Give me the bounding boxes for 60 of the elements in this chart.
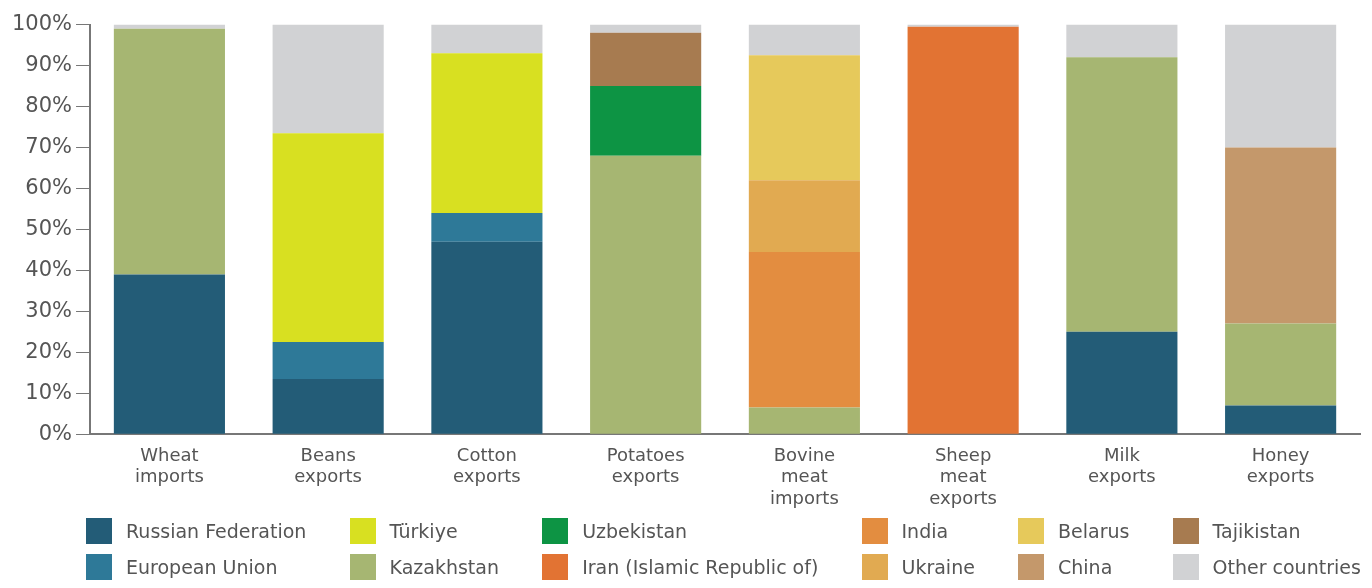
bar <box>431 213 543 242</box>
y-tick-label: 40% <box>25 256 73 281</box>
bar <box>907 24 1019 27</box>
bar <box>748 180 860 252</box>
x-tick-label: Cotton exports <box>453 443 521 487</box>
y-tick-label: 20% <box>25 338 73 363</box>
bar <box>907 26 1019 434</box>
bar <box>113 24 225 29</box>
bar <box>748 55 860 181</box>
bar <box>431 53 543 214</box>
legend-label: Belarus <box>1058 520 1130 542</box>
legend-label: European Union <box>126 556 278 578</box>
bar <box>1225 323 1337 406</box>
bar <box>590 86 702 156</box>
y-tick-label: 30% <box>25 297 73 322</box>
x-tick-label: Honey exports <box>1246 443 1315 487</box>
x-tick-label: Wheat imports <box>135 443 204 487</box>
y-tick-label: 10% <box>25 379 73 404</box>
bar <box>431 241 543 434</box>
legend-label: Russian Federation <box>126 520 307 542</box>
bar <box>748 407 860 434</box>
bar <box>113 274 225 434</box>
bar <box>1066 331 1178 434</box>
bar <box>272 342 384 379</box>
y-tick-label: 90% <box>25 52 73 77</box>
bar <box>272 378 384 434</box>
legend-label: Other countries <box>1212 556 1361 578</box>
legend-label: Tajikistan <box>1212 520 1301 542</box>
bar <box>1225 147 1337 324</box>
legend-label: Ukraine <box>901 556 975 578</box>
bar <box>272 24 384 134</box>
legend-label: Iran (Islamic Republic of) <box>582 556 819 578</box>
bar <box>113 28 225 275</box>
x-tick-label: Milk exports <box>1088 443 1156 487</box>
x-tick-label: Potatoes exports <box>606 443 685 487</box>
bar <box>431 24 543 54</box>
bar <box>1066 24 1178 58</box>
bar <box>1225 405 1337 434</box>
bar <box>590 24 702 33</box>
y-tick-label: 70% <box>25 133 73 158</box>
bar <box>590 155 702 434</box>
y-tick-label: 0% <box>38 420 73 445</box>
bar <box>748 251 860 408</box>
bar <box>590 32 702 87</box>
bar <box>1225 24 1337 148</box>
y-tick-label: 50% <box>25 215 73 240</box>
y-tick-label: 100% <box>11 11 73 36</box>
bar <box>1066 57 1178 332</box>
x-tick-label: Beans exports <box>294 443 362 487</box>
bar <box>748 24 860 56</box>
legend-label: China <box>1058 556 1113 578</box>
x-tick-label: Bovine meat imports <box>769 443 839 508</box>
legend-label: Kazakhstan <box>389 556 499 578</box>
legend-label: Türkiye <box>389 520 458 542</box>
legend-label: India <box>901 520 949 542</box>
bar <box>272 133 384 343</box>
y-tick-label: 80% <box>25 92 73 117</box>
y-tick-label: 60% <box>25 174 73 199</box>
legend-label: Uzbekistan <box>582 520 688 542</box>
x-tick-label: Sheep meat exports <box>929 443 997 508</box>
